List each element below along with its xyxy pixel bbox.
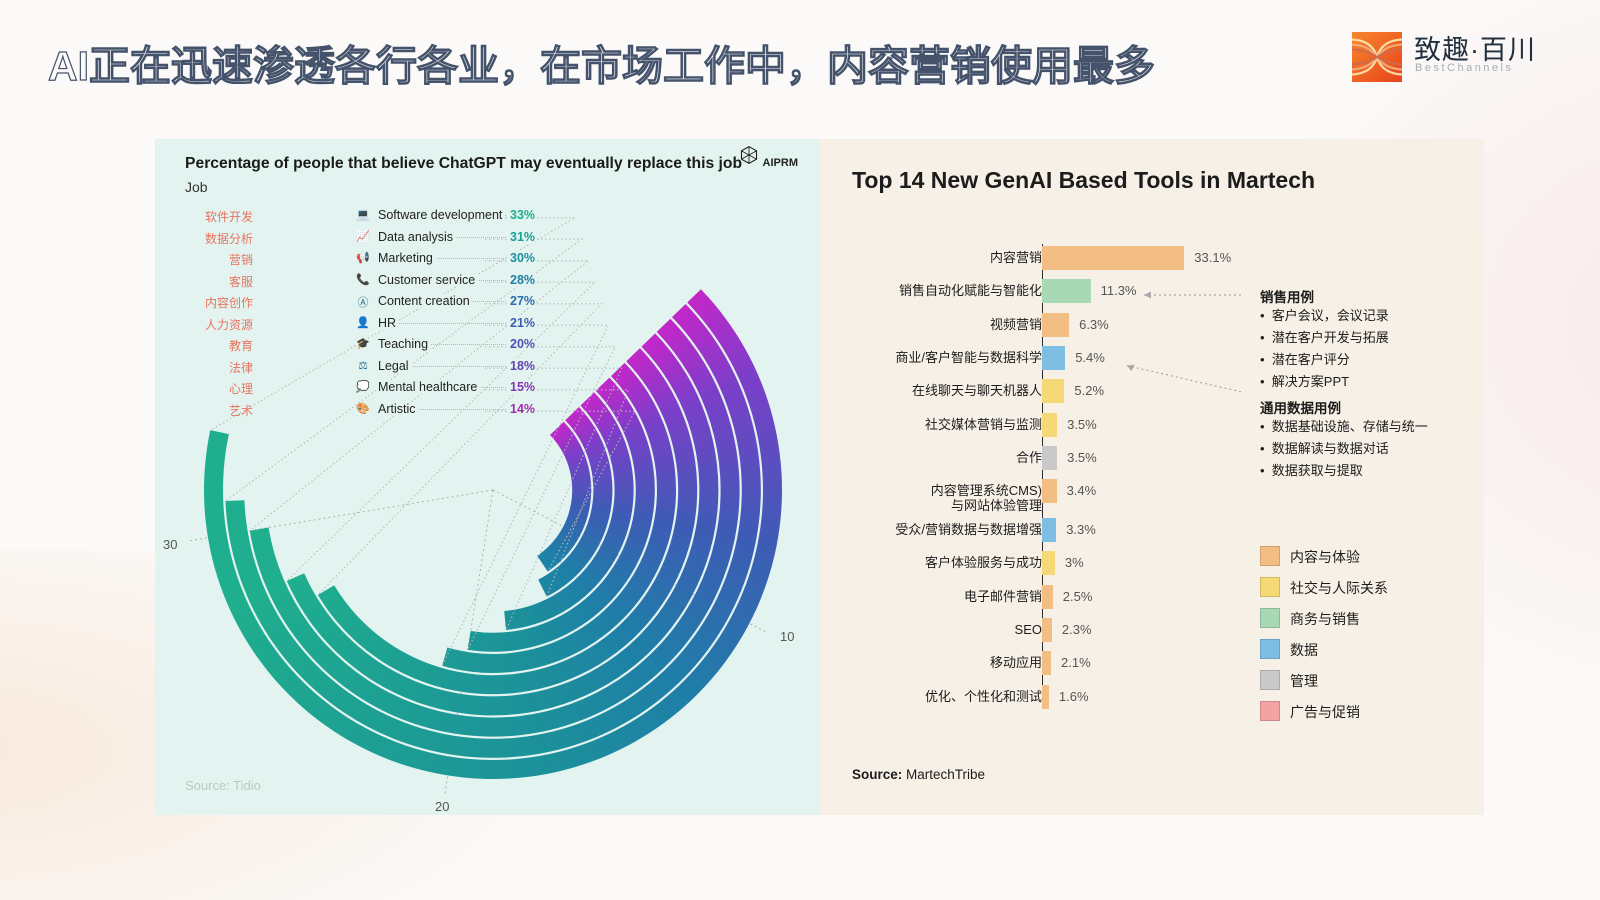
svg-text:30: 30 (163, 537, 177, 552)
svg-text:20: 20 (435, 799, 449, 814)
svg-text:10: 10 (780, 629, 794, 644)
